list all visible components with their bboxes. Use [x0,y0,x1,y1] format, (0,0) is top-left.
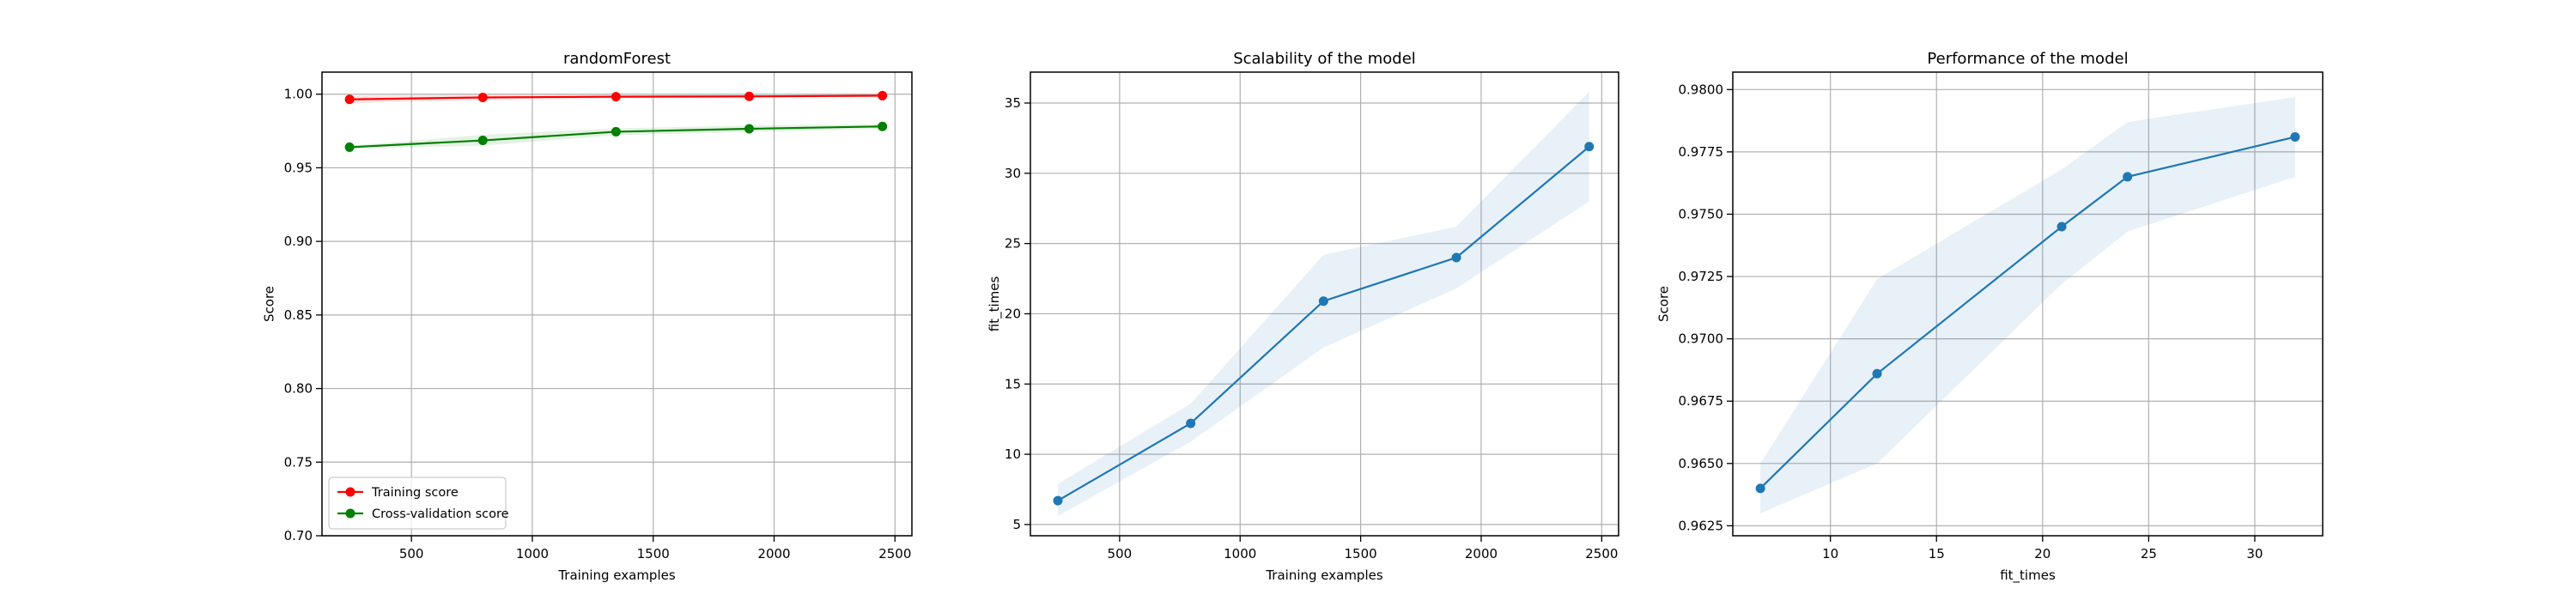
data-point [1053,495,1063,506]
x-tick-label: 2000 [1465,546,1498,562]
x-tick-label: 500 [399,546,424,562]
data-point [477,136,488,146]
x-tick-label: 2500 [878,546,911,562]
x-tick-label: 10 [1822,546,1838,562]
y-tick-label: 30 [1005,166,1021,181]
y-tick-label: 1.00 [284,87,313,102]
confidence-band [1760,97,2295,513]
y-axis-label: fit_times [987,276,1003,332]
x-tick-label: 2500 [1585,546,1618,562]
chart-title: Scalability of the model [1233,50,1416,68]
chart-title: Performance of the model [1927,50,2128,68]
data-point [611,92,621,102]
x-tick-label: 500 [1108,546,1133,562]
y-tick-label: 0.9725 [1679,269,1724,284]
legend-label: Cross-validation score [372,507,509,521]
data-point [1872,368,1882,379]
y-tick-label: 0.9750 [1679,206,1724,222]
data-point [1186,418,1196,428]
x-tick-label: 1000 [516,546,549,562]
y-tick-label: 0.9800 [1679,82,1724,97]
x-axis-label: fit_times [2000,568,2056,584]
y-tick-label: 0.9675 [1679,393,1724,409]
axes-frame [1030,71,1619,537]
y-tick-label: 0.85 [284,307,313,323]
axes-frame [321,71,913,537]
y-tick-label: 5 [1012,517,1021,532]
legend-label: Training score [371,486,459,500]
data-point [1451,252,1461,263]
y-tick-label: 10 [1005,446,1021,462]
x-tick-label: 30 [2246,546,2263,562]
y-tick-label: 25 [1005,236,1021,252]
y-tick-label: 35 [1005,95,1021,111]
data-point [1755,483,1765,494]
data-point [2057,222,2067,232]
legend-marker [345,508,355,519]
y-tick-label: 0.9700 [1679,331,1724,347]
data-point [2123,172,2133,182]
x-tick-label: 25 [2141,546,2157,562]
axes-frame [1732,71,2324,537]
data-point [878,90,888,100]
data-point [344,142,355,152]
data-point [878,121,888,131]
chart-1: 500 1000 1500 2000 2500 0.70 0.75 0.80 0.85 0.90 0… [262,50,913,583]
legend: Training score Cross-validation score [328,477,509,530]
legend-box [328,477,507,530]
y-tick-label: 0.80 [284,381,313,397]
y-tick-label: 0.90 [284,234,313,249]
x-tick-label: 15 [1929,546,1945,562]
y-tick-label: 0.9625 [1679,518,1724,533]
chart-title: randomForest [563,50,671,68]
legend-marker [345,487,355,497]
y-tick-label: 0.70 [284,528,313,543]
x-tick-label: 2000 [757,546,790,562]
chart-3: 10 15 20 25 30 0.9625 0.9650 0.9675 0.9700 0.9725… [1656,50,2324,584]
data-point [744,124,755,134]
y-tick-label: 0.75 [284,454,313,470]
x-tick-label: 1000 [1224,546,1256,562]
y-tick-label: 0.95 [284,160,313,175]
y-axis-label: Score [1656,286,1671,322]
y-tick-label: 0.9650 [1679,456,1724,471]
y-axis-label: Score [262,286,277,322]
chart-2: 500 1000 1500 2000 2500 5 10 15 20 25 30 35 Scalabil… [987,50,1619,583]
x-tick-label: 20 [2034,546,2050,562]
data-point [344,94,355,105]
data-point [477,92,488,102]
y-tick-label: 0.9775 [1679,144,1724,160]
data-point [611,126,621,137]
x-tick-label: 1500 [637,546,670,562]
data-point [744,91,755,101]
data-point [1584,142,1595,152]
data-point [2290,131,2300,142]
x-tick-label: 1500 [1345,546,1377,562]
y-tick-label: 20 [1005,306,1021,321]
data-point [1318,296,1328,307]
x-axis-label: Training examples [557,568,676,583]
x-axis-label: Training examples [1265,568,1383,583]
y-tick-label: 15 [1005,376,1021,392]
